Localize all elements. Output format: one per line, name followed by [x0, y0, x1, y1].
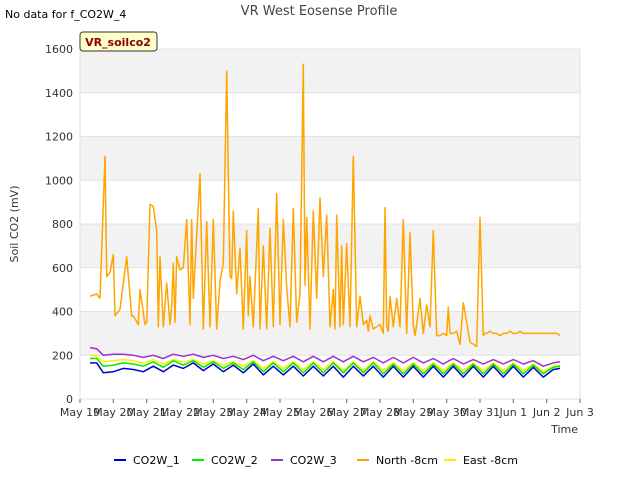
y-tick-label: 400 — [52, 306, 73, 319]
series-line-co2w-1 — [90, 362, 561, 378]
y-tick-label: 1000 — [45, 174, 73, 187]
legend-label: East -8cm — [463, 454, 518, 467]
legend-label: CO2W_3 — [290, 454, 337, 467]
legend: CO2W_1 CO2W_2 CO2W_3 North -8cm East -8cm — [114, 454, 518, 467]
y-tick-label: 200 — [52, 349, 73, 362]
y-tick-label: 1400 — [45, 87, 73, 100]
x-tick-label: May 30 — [427, 406, 467, 419]
x-tick-label: May 26 — [293, 406, 333, 419]
x-tick-label: May 27 — [327, 406, 367, 419]
x-tick-label: Jun 3 — [565, 406, 594, 419]
plot-band — [80, 136, 580, 181]
x-tick-label: May 24 — [227, 406, 267, 419]
y-tick-label: 1200 — [45, 131, 73, 144]
x-tick-label: May 21 — [127, 406, 167, 419]
site-badge-label: VR_soilco2 — [85, 36, 151, 49]
series-line-north-8cm — [89, 63, 561, 348]
site-badge: VR_soilco2 — [79, 31, 158, 52]
y-tick-label: 0 — [66, 393, 73, 406]
series-line-co2w-3 — [89, 346, 561, 367]
x-tick-label: Jun 1 — [498, 406, 527, 419]
x-tick-label: May 25 — [260, 406, 300, 419]
x-tick-label: May 29 — [393, 406, 433, 419]
series-line-east-8cm — [89, 354, 561, 373]
x-axis-label: Time — [550, 423, 578, 436]
legend-label: CO2W_2 — [211, 454, 258, 467]
y-axis-label: Soil CO2 (mV) — [8, 186, 21, 263]
x-tick-label: May 28 — [360, 406, 400, 419]
site-badge-box — [79, 31, 158, 52]
y-axis-ticks: 0 200 400 600 800 1000 1200 1400 1600 — [45, 43, 73, 406]
no-data-note: No data for f_CO2W_4 — [5, 8, 126, 21]
y-tick-label: 1600 — [45, 43, 73, 56]
plot-band — [80, 49, 580, 93]
x-tick-label: Jun 2 — [532, 406, 561, 419]
x-tick-label: May 19 — [60, 406, 100, 419]
chart-title: VR West Eosense Profile — [241, 4, 398, 19]
legend-label: North -8cm — [376, 454, 438, 467]
y-tick-label: 800 — [52, 218, 73, 231]
x-tick-label: May 23 — [193, 406, 233, 419]
legend-label: CO2W_1 — [133, 454, 180, 467]
y-tick-label: 600 — [52, 262, 73, 275]
x-tick-label: May 22 — [160, 406, 200, 419]
x-tick-label: May 20 — [93, 406, 133, 419]
series-lines — [89, 63, 561, 378]
x-tick-label: May 31 — [460, 406, 500, 419]
plot-band — [80, 224, 580, 268]
series-line-co2w-2 — [90, 357, 561, 375]
